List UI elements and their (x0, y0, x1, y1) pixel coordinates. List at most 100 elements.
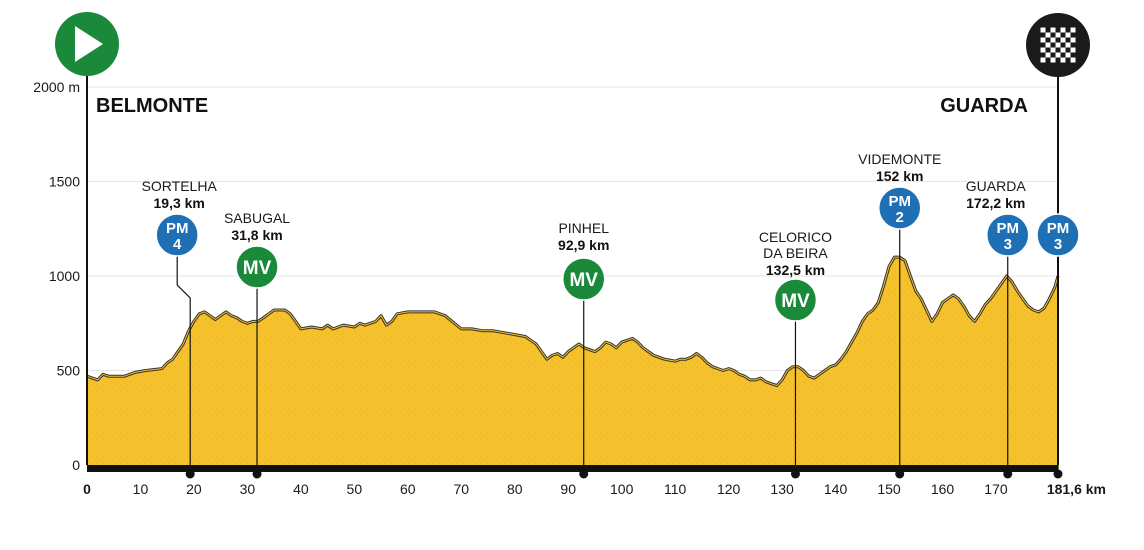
badge-category: 4 (173, 236, 182, 253)
finish-city-label: GUARDA (940, 95, 1028, 117)
checkered-flag-icon (1040, 27, 1076, 63)
checker-square (1040, 47, 1046, 53)
x-tick-label: 10 (133, 481, 149, 497)
sprint-badge (235, 245, 279, 289)
x-tick-label: 170 (984, 481, 1008, 497)
checker-square (1040, 57, 1046, 63)
elevation-area (86, 255, 1060, 465)
checker-square (1050, 57, 1056, 63)
y-tick-label: 1500 (49, 174, 80, 190)
x-tick-label: 60 (400, 481, 416, 497)
x-tick-label: 50 (347, 481, 363, 497)
waypoint-axis-dot (185, 469, 195, 479)
checker-square (1045, 42, 1051, 48)
checker-square (1060, 37, 1066, 43)
badge-label: MV (569, 270, 598, 291)
x-axis-bar (87, 465, 1058, 472)
x-tick-label: 0 (83, 481, 91, 497)
checker-square (1050, 37, 1056, 43)
checker-square (1040, 27, 1046, 33)
waypoint-axis-dot (790, 469, 800, 479)
waypoint-name: SABUGAL (224, 210, 290, 226)
city-labels: BELMONTE GUARDA (96, 95, 1028, 117)
checker-square (1045, 52, 1051, 58)
checker-square (1065, 52, 1071, 58)
mountain-pass-badge (155, 213, 199, 257)
checker-square (1040, 37, 1046, 43)
x-tick-label: 100 (610, 481, 634, 497)
x-tick-label: 140 (824, 481, 848, 497)
x-tick-label: 80 (507, 481, 523, 497)
checker-square (1050, 27, 1056, 33)
waypoint-leader (176, 256, 191, 474)
waypoint-axis-dot (895, 469, 905, 479)
y-tick-label: 500 (57, 363, 81, 379)
badge-label: PM (1047, 220, 1070, 237)
waypoint-km: 132,5 km (766, 262, 825, 278)
waypoint-name: SORTELHA (142, 178, 218, 194)
waypoint-name: PINHEL (558, 220, 609, 236)
waypoint-axis-dot (1053, 469, 1063, 479)
x-tick-label: 70 (453, 481, 469, 497)
waypoint-name: CELORICO (759, 229, 832, 245)
badge-label: MV (781, 291, 810, 312)
waypoint-axis-dot (1003, 469, 1013, 479)
badge-category: 2 (896, 209, 904, 226)
x-tick-label: 40 (293, 481, 309, 497)
x-tick-label: 110 (664, 481, 687, 497)
sprint-badge (561, 257, 606, 301)
waypoint-km: 152 km (876, 168, 923, 184)
badge-label: PM (996, 220, 1019, 237)
y-tick-label: 1000 (49, 268, 80, 284)
x-tick-label: 150 (877, 481, 901, 497)
y-tick-label: 2000 m (33, 79, 80, 95)
checker-square (1070, 27, 1076, 33)
y-tick-label: 0 (72, 457, 80, 473)
x-tick-label: 20 (186, 481, 202, 497)
waypoint-km: 172,2 km (966, 195, 1025, 211)
elevation-fill (87, 257, 1058, 465)
checker-square (1055, 32, 1061, 38)
x-tick-label: 90 (560, 481, 576, 497)
waypoint-km: 92,9 km (558, 237, 609, 253)
checker-square (1070, 57, 1076, 63)
waypoint-km: 19,3 km (154, 195, 205, 211)
mountain-pass-badge (985, 213, 1030, 257)
checker-square (1055, 42, 1061, 48)
x-tick-label: 130 (770, 481, 794, 497)
badge-label: PM (166, 220, 189, 237)
waypoint-name: DA BEIRA (763, 245, 828, 261)
checker-square (1060, 47, 1066, 53)
waypoint-km: 31,8 km (231, 227, 282, 243)
mountain-pass-badge (877, 186, 922, 230)
checker-square (1050, 47, 1056, 53)
checker-square (1045, 32, 1051, 38)
waypoint-name: GUARDA (966, 178, 1027, 194)
badge-category: 3 (1004, 236, 1012, 253)
waypoint-name: VIDEMONTE (858, 151, 941, 167)
mountain-pass-badge (1036, 213, 1080, 257)
sprint-badge (773, 278, 818, 322)
checker-square (1055, 52, 1061, 58)
axes: 0 500 1000 1500 2000 m 0 10 20 30 40 50 60 70 80 90 100… (33, 40, 1106, 497)
checker-square (1065, 32, 1071, 38)
checker-square (1065, 42, 1071, 48)
badge-label: MV (243, 258, 272, 279)
x-tick-label: 30 (240, 481, 256, 497)
checker-square (1060, 57, 1066, 63)
start-city-label: BELMONTE (96, 95, 208, 117)
x-tick-label: 160 (931, 481, 955, 497)
elevation-outline-inner (86, 256, 1059, 387)
checker-square (1060, 27, 1066, 33)
badge-category: 3 (1054, 236, 1062, 253)
play-icon (75, 26, 103, 62)
x-tick-label: 120 (717, 481, 741, 497)
start-finish-flags (55, 12, 1090, 77)
badge-label: PM (888, 193, 911, 210)
checker-square (1070, 37, 1076, 43)
checker-square (1070, 47, 1076, 53)
x-tick-label: 181,6 km (1047, 481, 1106, 497)
waypoint-axis-dot (579, 469, 589, 479)
